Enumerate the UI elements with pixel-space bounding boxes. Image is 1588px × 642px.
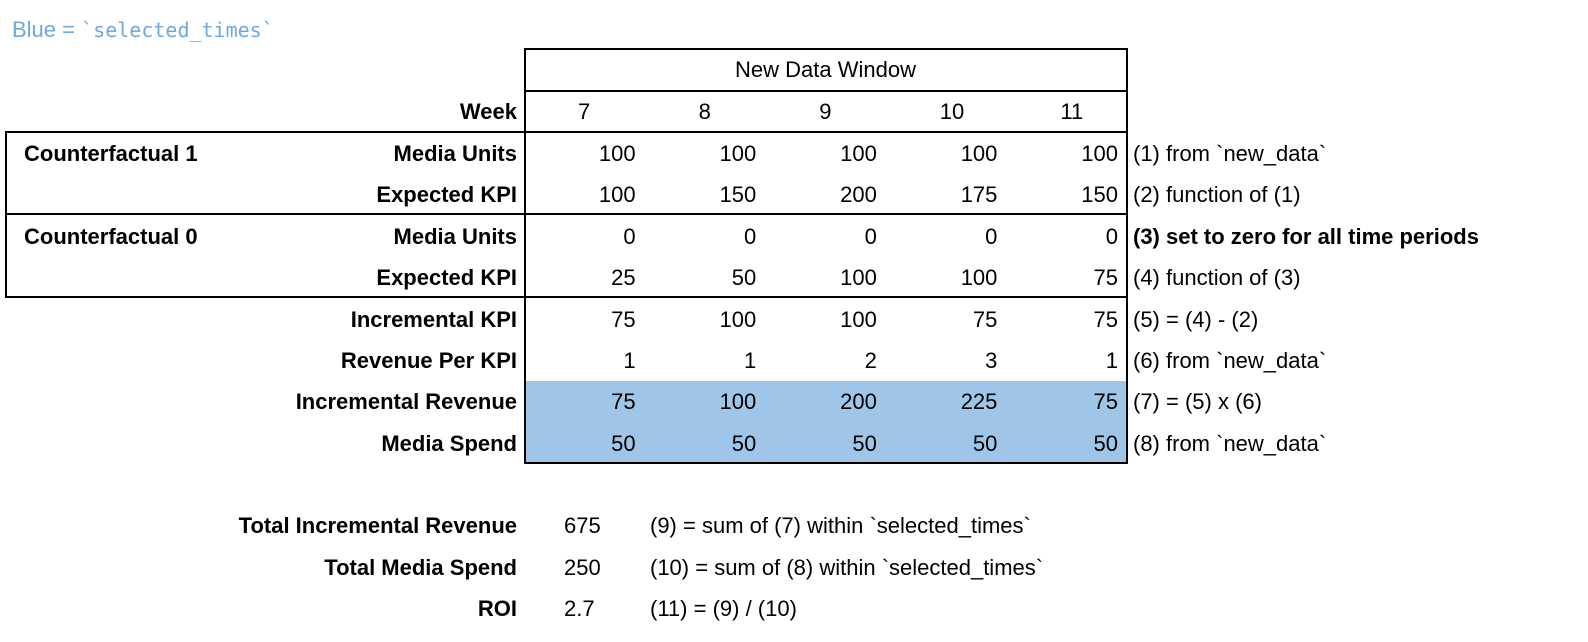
table-cell: 3 <box>985 348 998 373</box>
table-cell: 100 <box>1081 141 1118 166</box>
header-divider <box>524 90 1128 92</box>
table-cell: 0 <box>1105 223 1118 249</box>
week-header: 9 <box>819 99 832 124</box>
total-value: 2.7 <box>564 596 595 621</box>
row-note: (3) set to zero for all time periods <box>1133 223 1479 249</box>
table-cell: 1 <box>1105 348 1118 373</box>
counterfactual-box-left <box>5 131 7 298</box>
week-label: Week <box>459 99 517 124</box>
table-cell: 50 <box>852 430 877 456</box>
table-cell: 0 <box>864 223 877 249</box>
table-border-bottom <box>524 462 1128 464</box>
week-header: 8 <box>698 99 711 124</box>
table-cell: 75 <box>611 306 636 332</box>
counterfactual-box-top <box>5 131 1128 133</box>
group-label: Counterfactual 0 <box>24 223 198 249</box>
table-cell: 0 <box>985 223 998 249</box>
new-data-window-title: New Data Window <box>735 57 916 82</box>
table-border-left <box>524 48 526 464</box>
table-cell: 50 <box>611 430 636 456</box>
row-label: Incremental Revenue <box>295 389 517 415</box>
table-cell: 100 <box>598 141 636 166</box>
row-label: Incremental KPI <box>350 306 517 332</box>
total-value: 675 <box>564 513 601 538</box>
row-label: Expected KPI <box>376 265 517 291</box>
table-cell: 100 <box>719 141 757 166</box>
row-note: (5) = (4) - (2) <box>1133 306 1259 332</box>
table-cell: 100 <box>840 306 877 332</box>
row-label: Revenue Per KPI <box>340 348 517 373</box>
row-label: Media Units <box>393 223 517 249</box>
table-cell: 200 <box>840 182 877 208</box>
table-cell: 100 <box>840 141 877 166</box>
table-cell: 150 <box>719 182 757 208</box>
table-cell: 75 <box>611 389 636 415</box>
table-cell: 0 <box>623 223 636 249</box>
table-cell: 150 <box>1081 182 1118 208</box>
group-label: Counterfactual 1 <box>24 141 198 166</box>
counterfactual-divider <box>5 213 1128 215</box>
legend-prefix: Blue = <box>12 17 82 42</box>
row-label: Expected KPI <box>376 182 517 208</box>
total-value: 250 <box>564 554 601 580</box>
table-cell: 100 <box>719 306 757 332</box>
table-cell: 1 <box>743 348 757 373</box>
week-header: 10 <box>939 99 965 124</box>
table-cell: 50 <box>1093 430 1118 456</box>
row-note: (1) from `new_data` <box>1133 141 1327 166</box>
week-header: 7 <box>578 99 591 124</box>
table-cell: 225 <box>960 389 998 415</box>
total-label: ROI <box>477 596 517 621</box>
table-cell: 100 <box>960 265 998 291</box>
total-note: (10) = sum of (8) within `selected_times… <box>650 554 1044 580</box>
table-cell: 50 <box>731 265 757 291</box>
legend-code: `selected_times` <box>81 18 274 42</box>
week-header: 11 <box>1060 99 1084 124</box>
table-border-top <box>524 48 1128 50</box>
table-cell: 50 <box>972 430 998 456</box>
row-label: Media Spend <box>381 430 517 456</box>
table-cell: 25 <box>611 265 636 291</box>
row-note: (2) function of (1) <box>1133 182 1301 208</box>
table-cell: 1 <box>623 348 636 373</box>
counterfactual-box-bottom <box>5 296 1128 298</box>
table-cell: 50 <box>731 430 757 456</box>
total-label: Total Incremental Revenue <box>238 513 517 538</box>
legend: Blue = `selected_times` <box>12 10 274 50</box>
table-cell: 100 <box>960 141 998 166</box>
row-note: (4) function of (3) <box>1133 265 1301 291</box>
table-cell: 75 <box>1093 306 1118 332</box>
row-note: (6) from `new_data` <box>1133 348 1327 373</box>
table-cell: 175 <box>960 182 998 208</box>
total-label: Total Media Spend <box>324 554 517 580</box>
selected-times-highlight <box>524 381 1127 463</box>
table-cell: 75 <box>1093 389 1118 415</box>
table-cell: 100 <box>840 265 877 291</box>
table-cell: 75 <box>972 306 998 332</box>
table-cell: 100 <box>719 389 757 415</box>
table-cell: 2 <box>864 348 877 373</box>
row-note: (8) from `new_data` <box>1133 430 1327 456</box>
row-note: (7) = (5) x (6) <box>1133 389 1262 415</box>
row-label: Media Units <box>393 141 517 166</box>
total-note: (9) = sum of (7) within `selected_times` <box>650 513 1031 538</box>
table-cell: 100 <box>598 182 636 208</box>
table-border-right <box>1126 48 1128 464</box>
table-cell: 75 <box>1093 265 1118 291</box>
total-note: (11) = (9) / (10) <box>650 596 797 621</box>
table-cell: 200 <box>840 389 877 415</box>
table-cell: 0 <box>743 223 757 249</box>
